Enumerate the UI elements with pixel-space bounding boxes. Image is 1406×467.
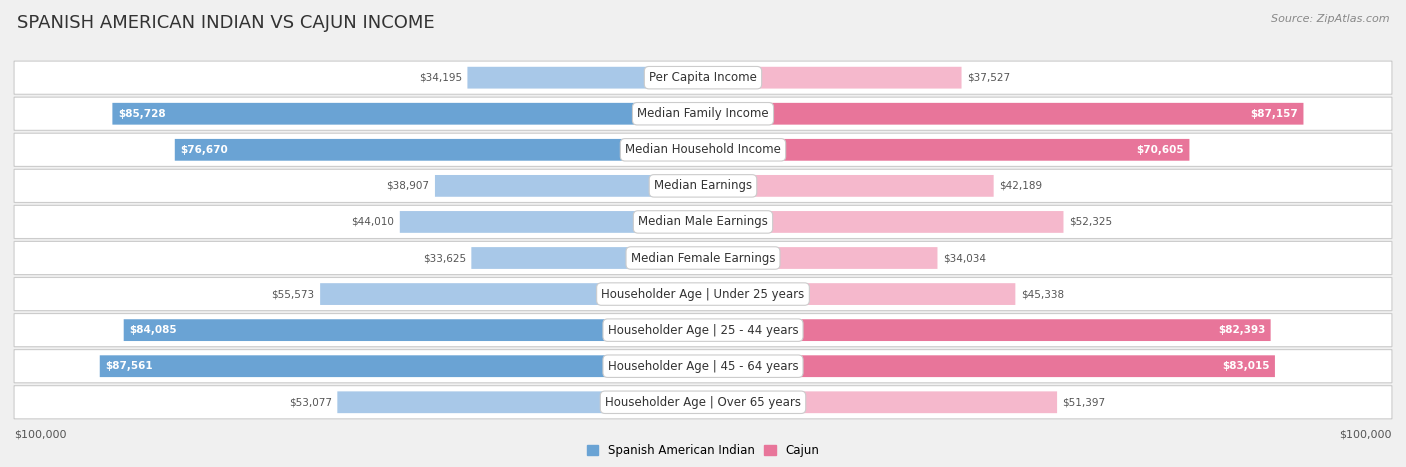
FancyBboxPatch shape (703, 319, 1271, 341)
Text: $42,189: $42,189 (1000, 181, 1042, 191)
FancyBboxPatch shape (100, 355, 703, 377)
Text: $70,605: $70,605 (1136, 145, 1184, 155)
FancyBboxPatch shape (703, 211, 1063, 233)
Text: $51,397: $51,397 (1063, 397, 1105, 407)
FancyBboxPatch shape (399, 211, 703, 233)
FancyBboxPatch shape (434, 175, 703, 197)
Text: SPANISH AMERICAN INDIAN VS CAJUN INCOME: SPANISH AMERICAN INDIAN VS CAJUN INCOME (17, 14, 434, 32)
FancyBboxPatch shape (337, 391, 703, 413)
Text: Source: ZipAtlas.com: Source: ZipAtlas.com (1271, 14, 1389, 24)
Text: $33,625: $33,625 (423, 253, 465, 263)
Text: $85,728: $85,728 (118, 109, 166, 119)
Text: $76,670: $76,670 (180, 145, 228, 155)
Text: Median Male Earnings: Median Male Earnings (638, 215, 768, 228)
FancyBboxPatch shape (14, 205, 1392, 239)
FancyBboxPatch shape (14, 169, 1392, 203)
FancyBboxPatch shape (703, 103, 1303, 125)
Text: $37,527: $37,527 (967, 73, 1010, 83)
FancyBboxPatch shape (14, 97, 1392, 130)
FancyBboxPatch shape (471, 247, 703, 269)
FancyBboxPatch shape (14, 313, 1392, 347)
Text: $44,010: $44,010 (352, 217, 394, 227)
FancyBboxPatch shape (14, 350, 1392, 383)
Text: Median Family Income: Median Family Income (637, 107, 769, 120)
FancyBboxPatch shape (703, 247, 938, 269)
FancyBboxPatch shape (112, 103, 703, 125)
Text: Householder Age | 25 - 44 years: Householder Age | 25 - 44 years (607, 324, 799, 337)
FancyBboxPatch shape (14, 386, 1392, 419)
FancyBboxPatch shape (14, 61, 1392, 94)
Text: $38,907: $38,907 (387, 181, 429, 191)
Text: $87,157: $87,157 (1250, 109, 1298, 119)
Text: Householder Age | Over 65 years: Householder Age | Over 65 years (605, 396, 801, 409)
Text: Householder Age | Under 25 years: Householder Age | Under 25 years (602, 288, 804, 301)
Text: $83,015: $83,015 (1222, 361, 1270, 371)
FancyBboxPatch shape (703, 67, 962, 89)
Text: $84,085: $84,085 (129, 325, 177, 335)
Text: $55,573: $55,573 (271, 289, 315, 299)
Text: $34,034: $34,034 (943, 253, 986, 263)
FancyBboxPatch shape (703, 391, 1057, 413)
FancyBboxPatch shape (703, 139, 1189, 161)
Text: $82,393: $82,393 (1218, 325, 1265, 335)
Text: Median Female Earnings: Median Female Earnings (631, 252, 775, 264)
Text: $53,077: $53,077 (288, 397, 332, 407)
FancyBboxPatch shape (14, 133, 1392, 166)
Text: $52,325: $52,325 (1069, 217, 1112, 227)
FancyBboxPatch shape (124, 319, 703, 341)
Text: Per Capita Income: Per Capita Income (650, 71, 756, 84)
Text: $34,195: $34,195 (419, 73, 463, 83)
FancyBboxPatch shape (467, 67, 703, 89)
FancyBboxPatch shape (703, 355, 1275, 377)
Text: $45,338: $45,338 (1021, 289, 1064, 299)
FancyBboxPatch shape (174, 139, 703, 161)
Text: $100,000: $100,000 (1340, 429, 1392, 439)
FancyBboxPatch shape (703, 175, 994, 197)
FancyBboxPatch shape (703, 283, 1015, 305)
Legend: Spanish American Indian, Cajun: Spanish American Indian, Cajun (582, 439, 824, 462)
Text: Median Household Income: Median Household Income (626, 143, 780, 156)
FancyBboxPatch shape (14, 277, 1392, 311)
FancyBboxPatch shape (14, 241, 1392, 275)
Text: $100,000: $100,000 (14, 429, 66, 439)
Text: $87,561: $87,561 (105, 361, 153, 371)
Text: Median Earnings: Median Earnings (654, 179, 752, 192)
FancyBboxPatch shape (321, 283, 703, 305)
Text: Householder Age | 45 - 64 years: Householder Age | 45 - 64 years (607, 360, 799, 373)
